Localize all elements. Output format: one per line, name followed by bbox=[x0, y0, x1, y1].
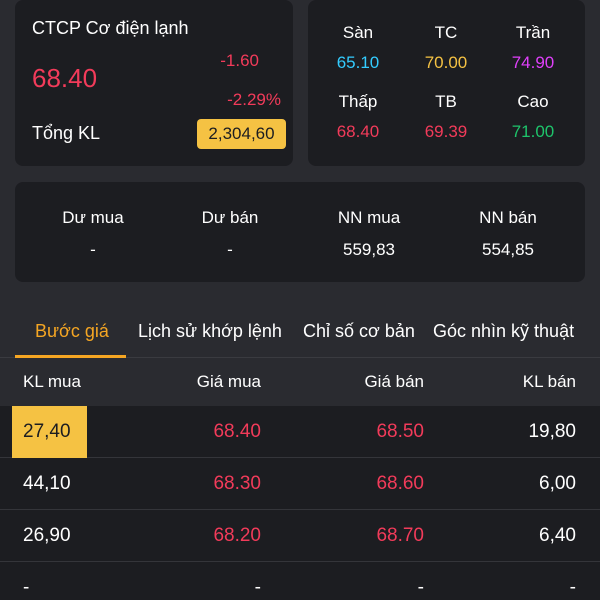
ref-floor: Sàn 65.10 bbox=[318, 23, 398, 73]
buy-volume: 26,90 bbox=[23, 525, 71, 546]
header-buy-volume: KL mua bbox=[23, 372, 81, 391]
buy-price: 68.40 bbox=[213, 421, 261, 442]
buy-price: 68.20 bbox=[213, 525, 261, 546]
stock-name: CTCP Cơ điện lạnh bbox=[32, 18, 189, 38]
surplus-sell-label: Dư bán bbox=[201, 208, 259, 227]
total-volume-label: Tổng KL bbox=[32, 123, 101, 143]
surplus-sell-value: - bbox=[227, 240, 233, 259]
header-sell-price: Giá bán bbox=[364, 372, 424, 391]
surplus-sell: Dư bán - bbox=[160, 208, 300, 260]
tab-technical-view[interactable]: Góc nhìn kỹ thuật bbox=[433, 321, 575, 341]
tab-fundamentals[interactable]: Chỉ số cơ bản bbox=[303, 321, 415, 341]
ref-reference: TC 70.00 bbox=[406, 23, 486, 73]
sell-price: 68.60 bbox=[376, 473, 424, 494]
buy-price: 68.30 bbox=[213, 473, 261, 494]
foreign-buy-label: NN mua bbox=[337, 208, 401, 227]
tab-bar: Bước giá Lịch sử khớp lệnh Chỉ số cơ bản… bbox=[0, 312, 600, 358]
total-volume-badge: 2,304,60 bbox=[197, 119, 286, 149]
tab-price-steps[interactable]: Bước giá bbox=[35, 321, 109, 341]
ref-high-label: Cao bbox=[517, 92, 549, 111]
foreign-buy-value: 559,83 bbox=[343, 240, 395, 259]
ref-high-value: 71.00 bbox=[511, 122, 555, 141]
table-row[interactable]: 27,40 68.40 68.50 19,80 bbox=[0, 406, 600, 458]
ref-low-value: 68.40 bbox=[336, 122, 380, 141]
order-summary-card: Dư mua - Dư bán - NN mua 559,83 NN bán 5… bbox=[15, 182, 585, 282]
ref-average-value: 69.39 bbox=[424, 122, 468, 141]
sell-volume: 19,80 bbox=[528, 421, 576, 442]
sell-volume: 6,40 bbox=[539, 525, 576, 546]
surplus-buy: Dư mua - bbox=[23, 208, 163, 260]
buy-volume: 27,40 bbox=[23, 421, 71, 442]
ref-ceiling-value: 74.90 bbox=[511, 53, 555, 72]
foreign-sell-value: 554,85 bbox=[482, 240, 534, 259]
sell-price: 68.50 bbox=[376, 421, 424, 442]
ref-ceiling-label: Trần bbox=[515, 23, 551, 42]
ref-low-label: Thấp bbox=[338, 92, 378, 111]
stock-change: -1.60 bbox=[220, 51, 259, 70]
sell-volume: - bbox=[569, 577, 576, 598]
buy-volume: - bbox=[23, 577, 30, 598]
buy-price: - bbox=[254, 577, 261, 598]
ref-average: TB 69.39 bbox=[406, 92, 486, 142]
table-row[interactable]: 44,10 68.30 68.60 6,00 bbox=[0, 458, 600, 510]
sell-volume: 6,00 bbox=[539, 473, 576, 494]
table-row[interactable]: 26,90 68.20 68.70 6,40 bbox=[0, 510, 600, 562]
stock-change-percent: -2.29% bbox=[227, 90, 281, 109]
surplus-buy-label: Dư mua bbox=[62, 208, 124, 227]
buy-volume: 44,10 bbox=[23, 473, 71, 494]
header-buy-price: Giá mua bbox=[196, 372, 261, 391]
ref-floor-label: Sàn bbox=[342, 23, 374, 42]
surplus-buy-value: - bbox=[90, 240, 96, 259]
ref-average-label: TB bbox=[435, 92, 457, 111]
ref-reference-label: TC bbox=[434, 23, 458, 42]
foreign-sell-label: NN bán bbox=[479, 208, 537, 227]
volume-highlight bbox=[12, 406, 87, 458]
foreign-buy: NN mua 559,83 bbox=[299, 208, 439, 260]
order-book-header: KL mua Giá mua Giá bán KL bán bbox=[0, 358, 600, 406]
ref-low: Thấp 68.40 bbox=[318, 92, 398, 142]
header-sell-volume: KL bán bbox=[522, 372, 576, 391]
reference-prices-card: Sàn 65.10 TC 70.00 Trần 74.90 Thấp 68.40… bbox=[308, 0, 585, 166]
ref-ceiling: Trần 74.90 bbox=[493, 23, 573, 73]
stock-price: 68.40 bbox=[32, 63, 98, 93]
active-tab-indicator bbox=[15, 355, 126, 358]
stock-summary-card: CTCP Cơ điện lạnh 68.40 -1.60 -2.29% Tổn… bbox=[15, 0, 293, 166]
ref-high: Cao 71.00 bbox=[493, 92, 573, 142]
ref-floor-value: 65.10 bbox=[336, 53, 380, 72]
ref-reference-value: 70.00 bbox=[424, 53, 468, 72]
foreign-sell: NN bán 554,85 bbox=[438, 208, 578, 260]
tab-match-history[interactable]: Lịch sử khớp lệnh bbox=[138, 321, 282, 341]
table-row[interactable]: - - - - bbox=[0, 562, 600, 600]
sell-price: - bbox=[417, 577, 424, 598]
sell-price: 68.70 bbox=[376, 525, 424, 546]
